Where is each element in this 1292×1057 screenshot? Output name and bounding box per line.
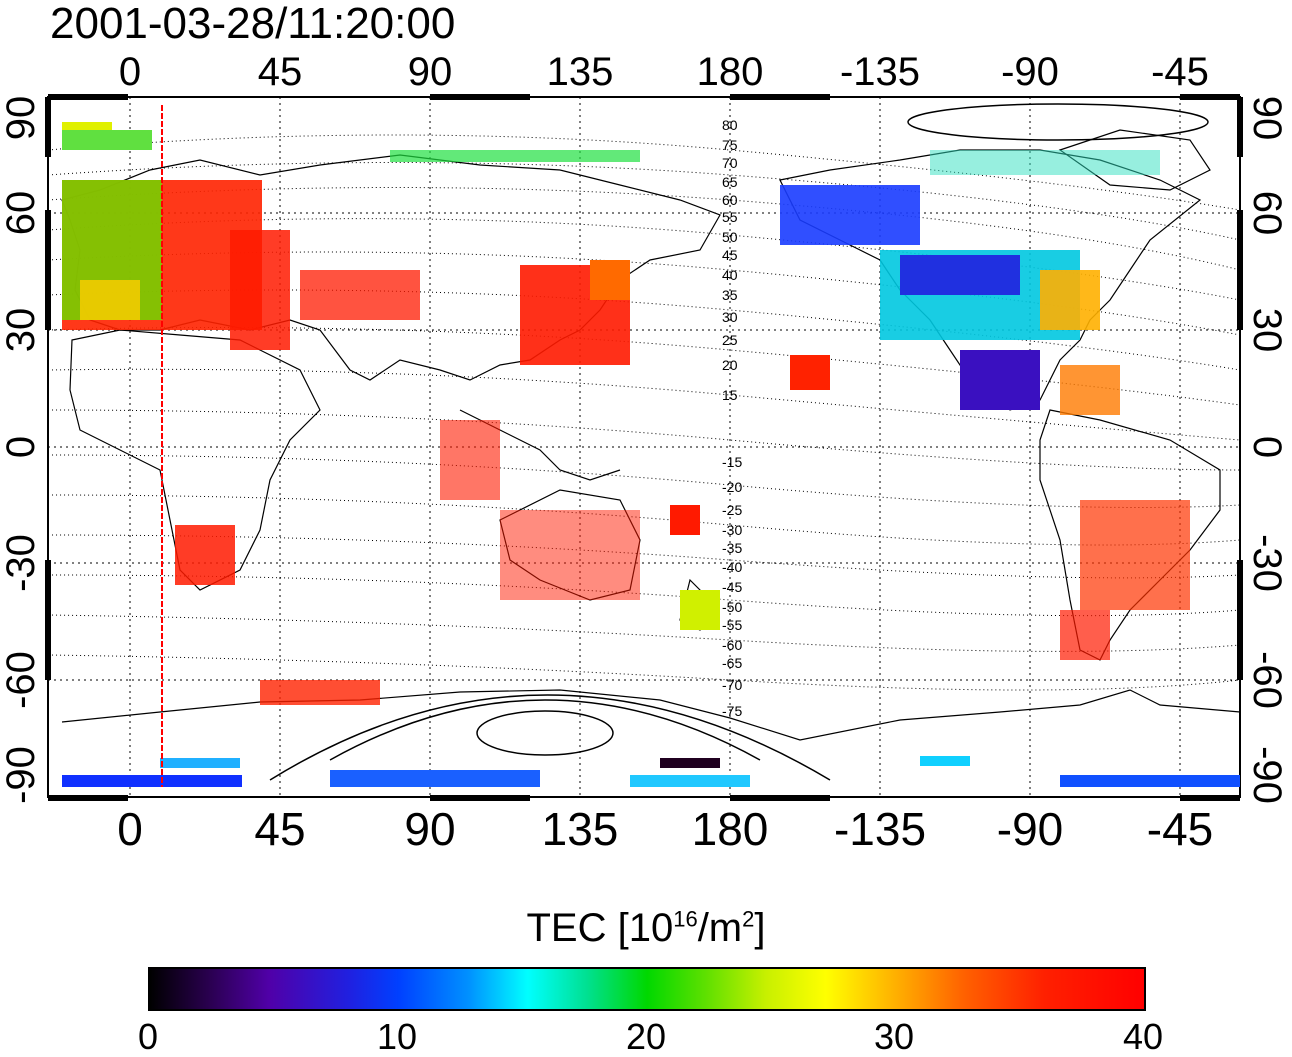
contour-label: -40 xyxy=(722,559,742,575)
lat-tick-left: 0 xyxy=(0,436,43,458)
bottom-lon-ticks: 0 45 90 135 180 -135 -90 -45 xyxy=(117,803,1213,855)
lat-tick-left: 30 xyxy=(0,308,43,353)
lon-tick-top: 45 xyxy=(258,50,303,94)
contour-label: -35 xyxy=(722,540,742,556)
lon-tick-bottom: 135 xyxy=(542,803,619,855)
colorbar xyxy=(148,967,1146,1011)
lat-tick-left: -30 xyxy=(0,534,43,592)
lat-tick-right: 0 xyxy=(1245,436,1289,458)
contour-label: -50 xyxy=(722,599,742,615)
lon-tick-bottom: -45 xyxy=(1147,803,1213,855)
contour-label: 45 xyxy=(722,247,738,263)
colorbar-title-sup2: 2 xyxy=(742,906,755,932)
colorbar-tick: 0 xyxy=(137,1016,159,1057)
colorbar-title-sup1: 16 xyxy=(673,906,698,932)
colorbar-title: TEC [1016/m2] xyxy=(0,906,1292,951)
coast-south-america xyxy=(1039,409,1221,661)
polar-contours xyxy=(269,103,1209,781)
lon-tick-top: -45 xyxy=(1151,50,1209,94)
colorbar-tick: 20 xyxy=(625,1016,667,1057)
colorbar-title-suffix: ] xyxy=(754,906,766,950)
contour-labels: 80 75 70 65 60 55 50 45 40 35 30 25 20 1… xyxy=(722,117,742,719)
top-lon-ticks: 0 45 90 135 180 -135 -90 -45 xyxy=(119,50,1209,94)
lat-tick-left: 60 xyxy=(0,191,43,236)
lat-tick-left: 90 xyxy=(0,96,43,141)
contour-label: -55 xyxy=(722,617,742,633)
lat-tick-right: -30 xyxy=(1245,534,1289,592)
lon-tick-bottom: -135 xyxy=(834,803,926,855)
contour-label: 55 xyxy=(722,209,738,225)
lon-tick-bottom: -90 xyxy=(997,803,1063,855)
contour-label: 65 xyxy=(722,174,738,190)
contour-label: -30 xyxy=(722,522,742,538)
contour-label: 15 xyxy=(722,387,738,403)
lat-tick-right: 60 xyxy=(1245,191,1289,236)
lon-tick-top: -135 xyxy=(840,50,920,94)
contour-label: 50 xyxy=(722,229,738,245)
colorbar-tick: 10 xyxy=(376,1016,418,1057)
lat-tick-left: -90 xyxy=(0,746,43,804)
contour-label: 25 xyxy=(722,332,738,348)
contour-label: -20 xyxy=(722,479,742,495)
lon-tick-top: -90 xyxy=(1001,50,1059,94)
timestamp-label: 2001-03-28/11:20:00 xyxy=(50,0,456,48)
lon-tick-bottom: 180 xyxy=(692,803,769,855)
contour-label: -25 xyxy=(722,502,742,518)
lat-tick-right: 30 xyxy=(1245,308,1289,353)
lon-tick-bottom: 0 xyxy=(117,803,143,855)
contour-label: -15 xyxy=(722,454,742,470)
contour-label: -60 xyxy=(722,637,742,653)
lat-tick-left: -60 xyxy=(0,651,43,709)
contour-label: 70 xyxy=(722,155,738,171)
contour-label: 80 xyxy=(722,117,738,133)
contour-label: -75 xyxy=(722,703,742,719)
lon-tick-bottom: 45 xyxy=(254,803,305,855)
lon-tick-top: 180 xyxy=(697,50,764,94)
colorbar-title-mid: /m xyxy=(697,906,743,950)
lat-tick-right: 90 xyxy=(1245,96,1289,141)
contour-label: -65 xyxy=(722,655,742,671)
contour-label: 40 xyxy=(722,267,738,283)
lon-tick-bottom: 90 xyxy=(404,803,455,855)
tec-data-patches xyxy=(62,122,1240,787)
contour-label: 35 xyxy=(722,287,738,303)
contour-label: 75 xyxy=(722,137,738,153)
colorbar-title-prefix: TEC [10 xyxy=(526,906,674,950)
lat-tick-right: -90 xyxy=(1245,746,1289,804)
right-lat-ticks: 90 60 30 0 -30 -60 -90 xyxy=(1245,96,1289,804)
contour-label: -70 xyxy=(722,677,742,693)
frame-bars xyxy=(45,94,1243,801)
coast-greenland xyxy=(1058,129,1211,191)
contour-label: 20 xyxy=(722,357,738,373)
tec-map: 80 75 70 65 60 55 50 45 40 35 30 25 20 1… xyxy=(0,50,1289,855)
left-lat-ticks: 90 60 30 0 -30 -60 -90 xyxy=(0,96,43,804)
colorbar-tick: 30 xyxy=(873,1016,915,1057)
lat-tick-right: -60 xyxy=(1245,651,1289,709)
contour-label: -45 xyxy=(722,579,742,595)
lon-tick-top: 90 xyxy=(408,50,453,94)
contour-label: 30 xyxy=(722,309,738,325)
contour-label: 60 xyxy=(722,192,738,208)
lon-tick-top: 135 xyxy=(547,50,614,94)
lon-tick-top: 0 xyxy=(119,50,141,94)
colorbar-tick: 40 xyxy=(1122,1016,1164,1057)
